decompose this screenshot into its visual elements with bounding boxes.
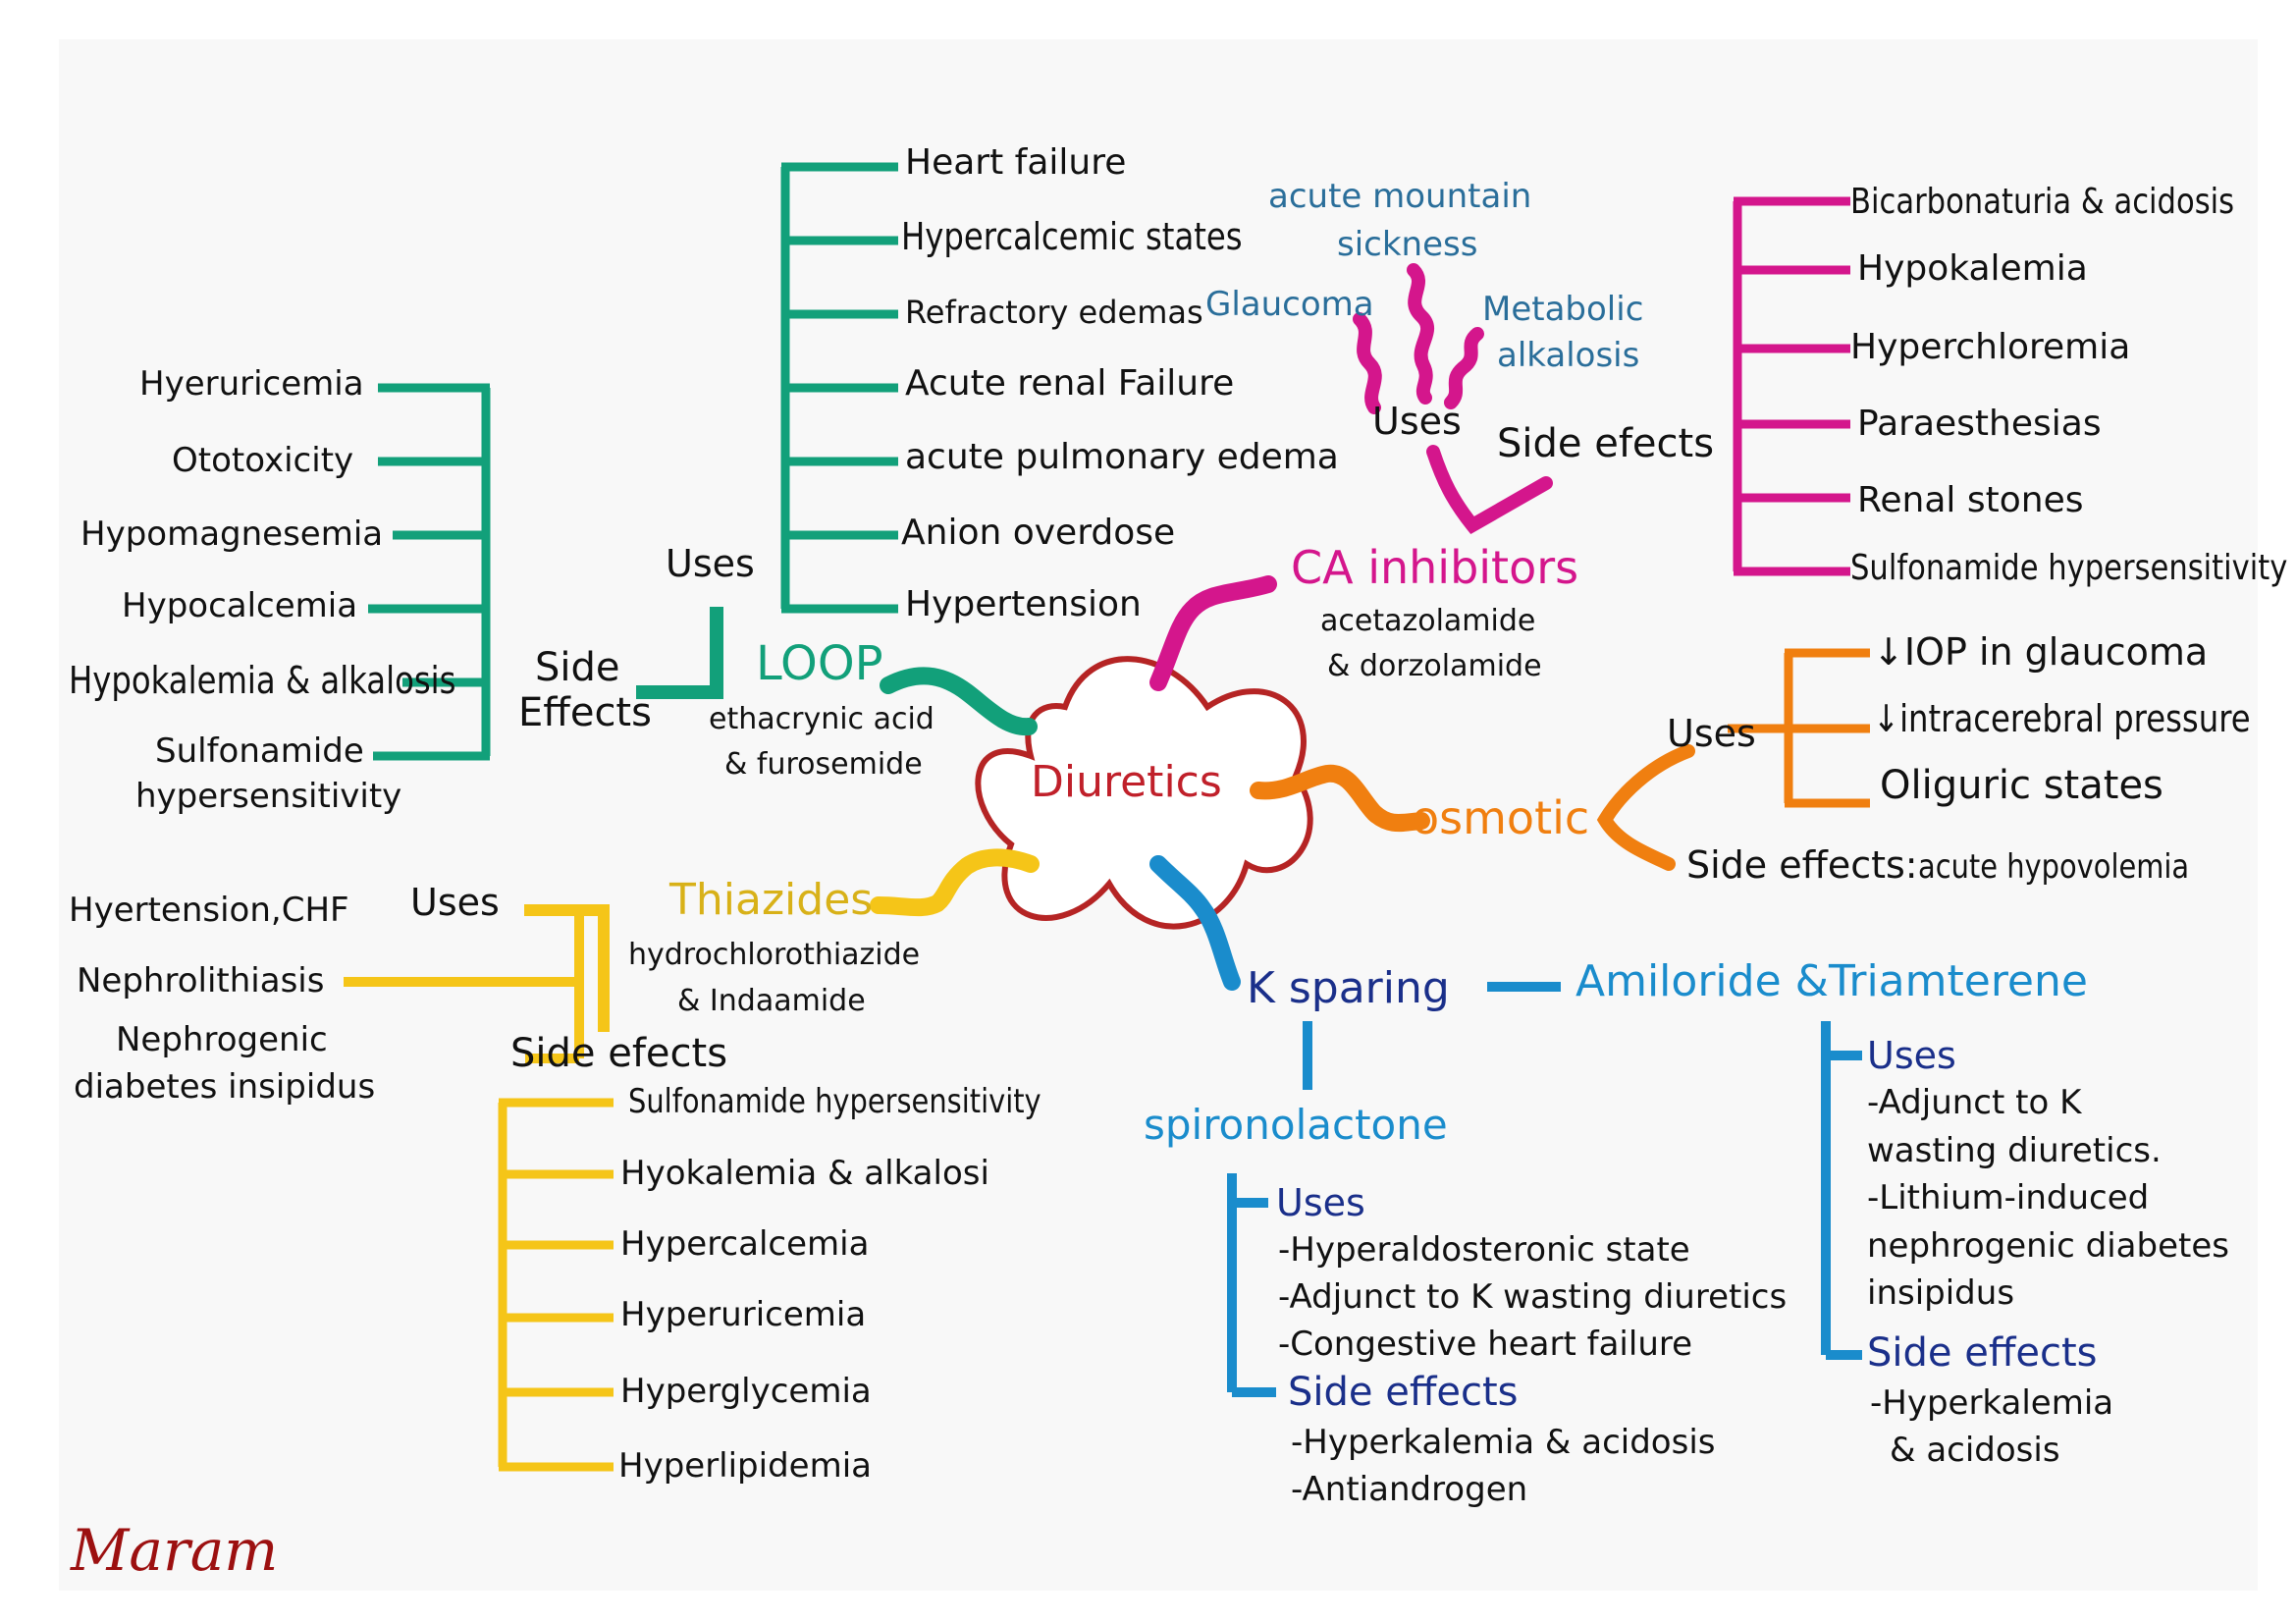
osmotic-side-effects-value: acute hypovolemia (1917, 847, 2189, 887)
ca-use-metabolic: Metabolic (1482, 290, 1644, 329)
thiazide-se-hyperlipidemia: Hyperlipidemia (618, 1446, 872, 1486)
loop-side-effects-label-1: Side (535, 645, 620, 690)
osmotic-uses-label: Uses (1667, 712, 1756, 755)
thiazide-uses-label: Uses (410, 881, 500, 924)
spironolactone-title: spironolactone (1144, 1101, 1448, 1149)
thiazide-se-hypokalemia: Hyokalemia & alkalosi (620, 1154, 989, 1193)
thiazide-drug-1: hydrochlorothiazide (628, 938, 921, 972)
thiazide-drug-2: & Indaamide (677, 984, 866, 1018)
k-sparing-title: K sparing (1247, 963, 1450, 1013)
spironolactone-use-1: -Hyperaldosteronic state (1278, 1230, 1690, 1270)
loop-side-effects-label-2: Effects (518, 690, 652, 735)
ca-use-acute-mountain: acute mountain (1268, 177, 1532, 216)
osmotic-uses-bracket (1728, 648, 1870, 808)
spironolactone-use-3: -Congestive heart failure (1278, 1325, 1693, 1364)
amiloride-title: Amiloride &Triamterene (1575, 956, 2088, 1006)
loop-uses-label: Uses (666, 542, 755, 585)
amiloride-se-1: -Hyperkalemia (1870, 1383, 2114, 1423)
ca-drug-2: & dorzolamide (1327, 649, 1542, 683)
loop-use-acute-renal-failure: Acute renal Failure (905, 363, 1235, 404)
ca-uses-squiggles (1353, 263, 1484, 414)
thiazide-se-hyperglycemia: Hyperglycemia (620, 1372, 872, 1411)
amiloride-uses-label: Uses (1867, 1034, 1956, 1077)
thiazide-side-effects-label: Side efects (510, 1031, 728, 1076)
thiazide-use-hypertension-chf: Hyertension,CHF (69, 891, 349, 930)
loop-se-ototoxicity: Ototoxicity (172, 441, 354, 480)
amiloride-use-5: insipidus (1867, 1273, 2015, 1313)
spironolactone-side-effects-label: Side effects (1288, 1370, 1519, 1415)
ca-se-hypokalemia: Hypokalemia (1857, 248, 2088, 289)
osmotic-title: osmotic (1412, 791, 1590, 844)
osmotic-arm (1250, 764, 1430, 833)
loop-se-hyperuricemia: Hyeruricemia (139, 364, 364, 404)
ca-se-sulfonamide-hypersensitivity: Sulfonamide hypersensitivity (1850, 548, 2288, 588)
author-signature: Maram (71, 1517, 279, 1584)
spironolactone-se-1: -Hyperkalemia & acidosis (1291, 1423, 1716, 1462)
amiloride-use-4: nephrogenic diabetes (1867, 1226, 2229, 1266)
loop-use-hypertension: Hypertension (905, 584, 1142, 624)
loop-side-effects-connector (636, 607, 723, 699)
spironolactone-uses-label: Uses (1276, 1181, 1365, 1224)
thiazide-se-sulfonamide: Sulfonamide hypersensitivity (628, 1082, 1041, 1121)
thiazide-se-hyperuricemia: Hyperuricemia (620, 1295, 867, 1334)
thiazide-use-nephrolithiasis: Nephrolithiasis (77, 961, 325, 1001)
osmotic-use-intracerebral: ↓intracerebral pressure (1873, 697, 2251, 740)
ca-se-bicarbonaturia: Bicarbonaturia & acidosis (1850, 182, 2235, 222)
ca-se-hyperchloremia: Hyperchloremia (1850, 327, 2131, 367)
thiazide-se-hypercalcemia: Hypercalcemia (620, 1224, 870, 1264)
amiloride-use-1: -Adjunct to K (1867, 1083, 2082, 1122)
loop-arm (880, 667, 1038, 736)
loop-use-anion-overdose: Anion overdose (901, 513, 1176, 553)
osmotic-fork (1596, 744, 1695, 871)
osmotic-side-effects-label: Side effects: (1686, 843, 1918, 887)
loop-drug-1: ethacrynic acid (709, 702, 934, 736)
spironolactone-use-2: -Adjunct to K wasting diuretics (1278, 1277, 1788, 1317)
ca-arm (1149, 575, 1277, 691)
thiazide-use-diabetes-insipidus: diabetes insipidus (74, 1067, 376, 1107)
ca-use-alkalosis: alkalosis (1497, 336, 1640, 375)
loop-se-sulfonamide: Sulfonamide (155, 731, 364, 771)
thiazide-arm (870, 848, 1040, 917)
thiazide-use-nephrogenic: Nephrogenic (116, 1020, 328, 1059)
loop-use-acute-pulmonary-edema: acute pulmonary edema (905, 437, 1339, 477)
osmotic-use-oliguric: Oliguric states (1880, 763, 2163, 808)
spironolactone-se-2: -Antiandrogen (1291, 1470, 1528, 1509)
osmotic-use-iop: ↓IOP in glaucoma (1873, 630, 2209, 674)
loop-title: LOOP (756, 636, 883, 691)
loop-use-refractory-edemas: Refractory edemas (905, 294, 1203, 331)
k-sparing-connectors (1227, 982, 1862, 1397)
k-sparing-arm (1149, 855, 1241, 991)
ca-use-glaucoma: Glaucoma (1205, 285, 1374, 324)
loop-use-hypercalcemic-states: Hypercalcemic states (901, 215, 1243, 258)
ca-drug-1: acetazolamide (1320, 604, 1536, 638)
loop-se-hypokalemia-alkalosis: Hypokalemia & alkalosis (69, 659, 456, 702)
loop-se-hypocalcemia: Hypocalcemia (122, 586, 358, 625)
loop-se-hypomagnesemia: Hypomagnesemia (80, 514, 384, 554)
ca-side-effects-label: Side efects (1497, 421, 1715, 466)
ca-title: CA inhibitors (1291, 541, 1579, 594)
ca-side-effects-connector (1426, 445, 1553, 535)
osmotic-side-effects: Side effects:acute hypovolemia (1686, 846, 2236, 884)
amiloride-side-effects-label: Side effects (1867, 1330, 2098, 1376)
loop-side-effects-bracket (368, 383, 491, 761)
thiazide-title: Thiazides (669, 875, 874, 925)
ca-se-renal-stones: Renal stones (1857, 480, 2084, 520)
loop-drug-2: & furosemide (724, 747, 923, 782)
amiloride-se-2: & acidosis (1890, 1431, 2060, 1470)
loop-uses-bracket (780, 162, 898, 614)
thiazide-side-effects-bracket (498, 1098, 614, 1472)
center-label: Diuretics (1031, 757, 1222, 807)
loop-se-hypersensitivity: hypersensitivity (135, 777, 402, 816)
ca-uses-label: Uses (1372, 400, 1462, 443)
loop-use-heart-failure: Heart failure (905, 142, 1127, 183)
amiloride-use-3: -Lithium-induced (1867, 1178, 2150, 1217)
ca-se-paraesthesias: Paraesthesias (1857, 404, 2102, 444)
amiloride-use-2: wasting diuretics. (1867, 1131, 2162, 1170)
thiazide-side-effects-connector (524, 904, 610, 1032)
ca-side-effects-bracket (1733, 196, 1850, 576)
ca-use-sickness: sickness (1337, 225, 1478, 264)
